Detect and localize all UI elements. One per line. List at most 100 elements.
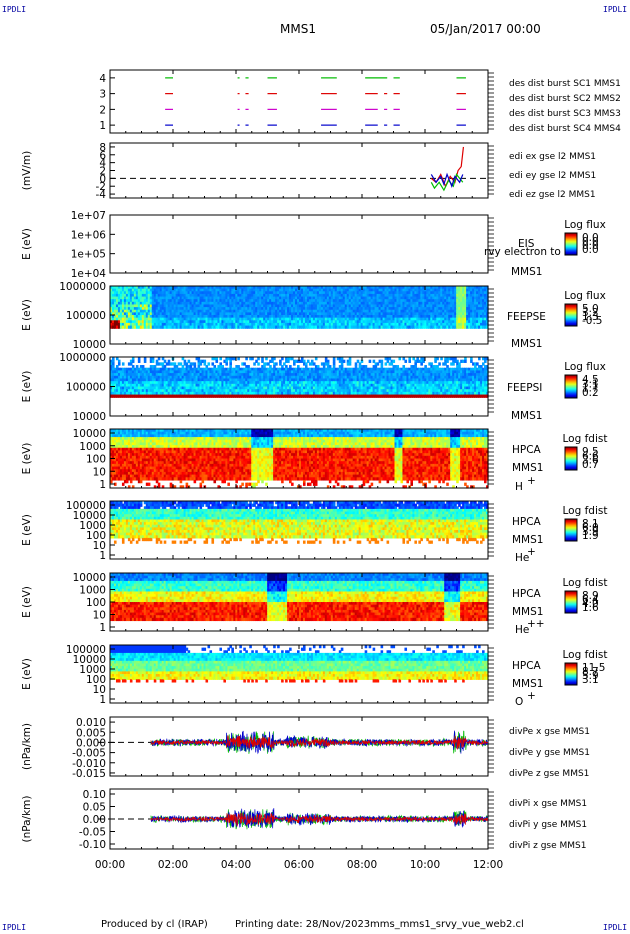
feepse-cell: [183, 309, 187, 313]
feepse-cell: [151, 288, 155, 292]
feepse-cell: [197, 307, 201, 311]
feepse-cell: [139, 286, 143, 290]
feepse-cell: [259, 320, 262, 324]
feepse-cell: [173, 286, 177, 290]
feepse-cell: [129, 301, 133, 306]
feepse-cell: [133, 307, 137, 311]
feepse-cell: [229, 291, 232, 295]
feepse-cell: [189, 288, 193, 292]
feepse-cell: [201, 293, 205, 298]
feepse-cell: [225, 315, 228, 319]
feepse-cell: [281, 291, 284, 295]
feepse-cell: [165, 312, 169, 316]
feepse-cell: [199, 291, 203, 295]
feepse-cell: [195, 322, 199, 327]
feepse-cell: [177, 317, 181, 321]
feepse-cell: [277, 291, 280, 295]
feepse-cell: [235, 293, 238, 298]
feepse-cell: [171, 299, 175, 303]
feepse-cell: [121, 299, 125, 303]
feepse-cell: [177, 293, 181, 298]
feepse-cell: [239, 296, 242, 300]
feepse-cell: [271, 288, 274, 292]
feepse-cell: [165, 307, 169, 311]
feepse-cell: [137, 322, 141, 327]
feepse-cell: [243, 304, 246, 308]
feepse-cell: [255, 291, 258, 295]
feepse-cell: [247, 325, 250, 329]
feepse-cell: [171, 307, 175, 311]
feepse-cell: [133, 304, 137, 308]
feepse-cell: [217, 304, 221, 308]
feepse-cell: [131, 286, 135, 290]
feepse-cell: [110, 299, 113, 303]
feepse-cell: [187, 291, 191, 295]
feepse-cell: [191, 315, 195, 319]
edi-legend-entry: edi ey gse l2 MMS1: [509, 171, 596, 181]
feepse-cell: [261, 304, 264, 308]
feepse-cell: [279, 312, 282, 316]
feepse-cell: [285, 315, 288, 319]
feepse-cell: [207, 320, 211, 324]
feepse-cell: [265, 309, 268, 313]
feepse-cell: [151, 291, 155, 295]
feepse-cell: [195, 320, 199, 324]
feepse-cell: [275, 296, 278, 300]
feepse-cell: [185, 288, 189, 292]
feepse-cell: [205, 304, 209, 308]
feepse-cell: [175, 296, 179, 300]
feepse-cell: [195, 304, 199, 308]
feepse-cell: [165, 322, 169, 327]
feepse-cell: [153, 317, 157, 321]
feepse-cell: [235, 315, 238, 319]
feepse-cell: [251, 288, 254, 292]
feepse-cell: [235, 322, 238, 327]
feepse-cell: [279, 296, 282, 300]
feepse-cell: [239, 293, 242, 298]
feepse-cell: [241, 291, 244, 295]
feepse-cell: [287, 309, 290, 313]
feepse-cell: [137, 293, 141, 298]
feepse-cell: [119, 291, 123, 295]
feepse-cell: [255, 307, 258, 311]
feepse-cell: [243, 307, 246, 311]
feepse-cell: [117, 291, 121, 295]
feepse-cell: [251, 315, 254, 319]
feepse-cell: [229, 315, 232, 319]
feepse-cell: [227, 299, 230, 303]
feepse-cell: [169, 322, 173, 327]
feepse-cell: [110, 322, 113, 327]
feepse-cell: [211, 296, 215, 300]
feepse-cell: [257, 296, 260, 300]
feepse-cell: [247, 317, 250, 321]
feepse-cell: [153, 325, 157, 329]
feepse-cell: [245, 291, 248, 295]
feepse-cell: [291, 301, 294, 306]
feepse-cell: [161, 320, 165, 324]
feepse-cell: [115, 296, 119, 300]
feepse-cell: [145, 286, 149, 290]
feepse-cell: [197, 296, 201, 300]
feepse-cell: [267, 322, 270, 327]
feepse-cell: [173, 320, 177, 324]
feepse-cell: [241, 296, 244, 300]
feepse-cell: [139, 320, 143, 324]
feepse-cell: [233, 301, 236, 306]
feepse-cell: [159, 286, 163, 290]
feepse-cell: [263, 309, 266, 313]
feepse-cell: [155, 312, 159, 316]
feepse-cell: [273, 301, 276, 306]
feepse-cell: [233, 312, 236, 316]
feepse-cell: [255, 325, 258, 329]
feepse-cell: [159, 317, 163, 321]
footer-filename: mms_mms1_srvy_vue_web2.cl: [370, 919, 524, 930]
feepse-cell: [149, 315, 153, 319]
feepse-cell: [131, 325, 135, 329]
feepse-cell: [151, 315, 155, 319]
feepse-cell: [211, 286, 215, 290]
feepse-cell: [199, 286, 203, 290]
feepse-cell: [241, 312, 244, 316]
feepse-cell: [211, 309, 215, 313]
edi-ytick-label: 2: [99, 166, 106, 178]
feepse-cell: [121, 307, 125, 311]
